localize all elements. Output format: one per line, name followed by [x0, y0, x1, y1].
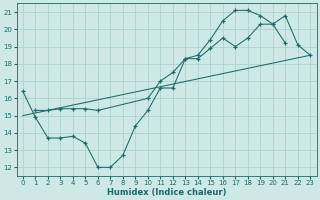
X-axis label: Humidex (Indice chaleur): Humidex (Indice chaleur): [107, 188, 226, 197]
